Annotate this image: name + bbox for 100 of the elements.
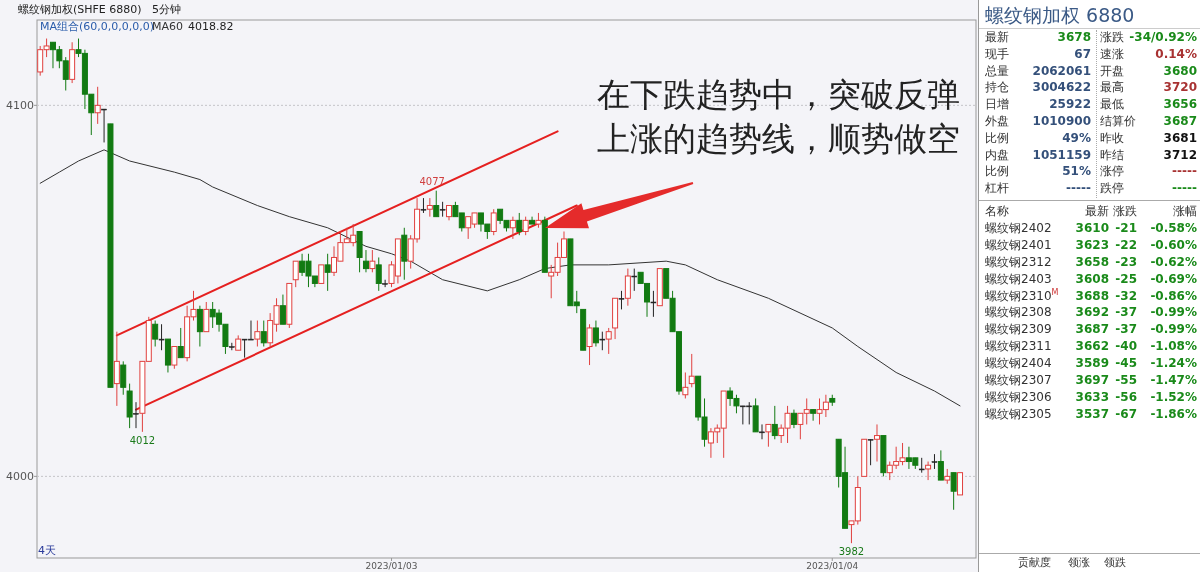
candlestick [790,409,797,429]
candlestick [599,331,606,351]
candlestick [759,423,765,440]
text: 3688 [1074,288,1109,303]
text: 3692 [1074,305,1109,320]
text: MA60 [152,20,184,33]
text: -1.08% [1149,339,1197,354]
candlestick [120,360,127,396]
text: 25922 [1048,97,1091,112]
text: 3697 [1074,373,1109,387]
text: 0.14% [1155,46,1197,61]
text: -0.58% [1149,220,1197,235]
candlestick [650,290,657,318]
candlestick [522,216,529,236]
text: 外盘 [985,114,1009,128]
candlestick [957,472,964,496]
text: 3687 [1074,322,1109,337]
text: 涨幅 [1172,204,1197,218]
text: 总量 [985,63,1009,78]
candlestick [433,190,440,218]
text: -0.99% [1149,322,1197,337]
text: 螺纹钢2402 [985,220,1052,235]
text: -0.86% [1149,288,1197,303]
candlestick [94,86,101,125]
candlestick [490,208,497,236]
candlestick [688,353,695,388]
candlestick [937,449,944,481]
text: -25 [1115,271,1137,286]
text: 最新 [1084,204,1109,218]
x-tick-label: 2023/01/03 [365,561,418,571]
text: 3656 [1163,97,1197,112]
candlestick [177,327,184,359]
candlestick [171,346,178,370]
candlestick [292,260,299,288]
text: 3712 [1163,147,1197,162]
text: 比例 [985,164,1009,179]
text: 螺纹钢加权 6880 [985,4,1135,26]
text: 螺纹钢2401 [985,237,1052,252]
candlestick [203,301,210,333]
candlestick [133,401,139,429]
text: 49% [1061,130,1091,145]
text: 螺纹钢2404 [985,356,1052,371]
text: 螺纹钢2403 [985,271,1052,286]
text: -0.62% [1149,254,1197,269]
text: -21 [1115,220,1137,235]
text: 3537 [1074,406,1109,421]
text: 67 [1073,46,1091,61]
text: -0.99% [1149,305,1197,320]
text: -56 [1115,389,1137,404]
candlestick [369,249,376,273]
text: 日增 [985,97,1009,112]
text: -1.86% [1149,406,1197,421]
candlestick [950,472,957,511]
text: 3687 [1163,114,1197,128]
text: 贡献度 [1016,556,1052,570]
text: 内盘 [985,147,1009,162]
text: ----- [1065,181,1091,196]
annotation: 3982 [838,546,865,558]
text: -0.60% [1149,237,1197,252]
y-tick-label: 4100 [6,99,34,113]
candlestick [605,327,612,355]
text: 螺纹钢2311 [985,339,1052,354]
text: -40 [1115,339,1137,354]
candlestick [375,256,382,292]
text: 涨停 [1100,164,1124,179]
text: -37 [1115,322,1137,337]
y-tick-label: 4000 [6,470,34,484]
candlestick [618,290,625,310]
candlestick [682,371,689,399]
text: 1010900 [1031,114,1091,128]
text: 3680 [1163,63,1197,78]
candlestick [101,108,107,143]
candlestick [260,320,267,348]
text: 最新 [985,30,1009,44]
candlestick [631,268,638,292]
text: 跌停 [1100,181,1124,196]
text: -32 [1115,288,1137,303]
text: ----- [1172,164,1197,179]
text: -55 [1115,373,1137,387]
text: 3589 [1074,356,1109,371]
text: -45 [1115,356,1137,371]
candlestick [113,331,120,407]
x-tick-label: 2023/01/04 [806,561,859,571]
text: 3623 [1074,237,1109,252]
candlestick [624,268,631,307]
annotation: 4天 [38,544,56,557]
text: 3633 [1074,389,1109,404]
candlestick [771,405,778,440]
text: 比例 [985,130,1009,145]
text: 涨跌 [1100,30,1124,44]
text: 开盘 [1100,63,1124,78]
text: -1.52% [1149,389,1197,404]
text: 昨收 [1100,130,1124,145]
text: 螺纹钢2310$^{M}$ [985,287,1059,303]
text: 3720 [1163,80,1197,95]
text: 3608 [1074,271,1109,286]
candlestick [318,264,325,284]
text: ----- [1172,181,1197,196]
candlestick [324,253,331,292]
candlestick [765,423,772,448]
